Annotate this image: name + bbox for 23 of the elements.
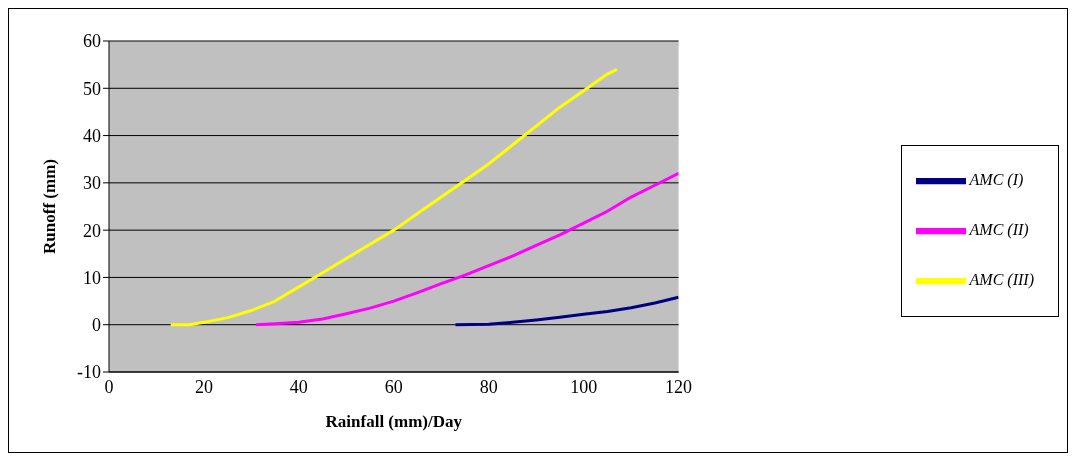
x-tick-label: 60 bbox=[384, 376, 403, 397]
y-tick-label: 60 bbox=[83, 31, 101, 52]
y-tick-label: -10 bbox=[77, 362, 101, 383]
line-series bbox=[254, 171, 679, 327]
line-series bbox=[453, 295, 679, 327]
y-tick-label: 30 bbox=[83, 173, 101, 194]
y-tick-label: 50 bbox=[83, 78, 101, 99]
y-tick-label: 20 bbox=[83, 220, 101, 241]
y-tick-label: 10 bbox=[83, 267, 101, 288]
x-tick-label: 40 bbox=[289, 376, 308, 397]
y-axis-title: Runoff (mm) bbox=[40, 159, 60, 254]
y-tick-label: 40 bbox=[83, 125, 101, 146]
legend-label: AMC (III) bbox=[969, 270, 1034, 288]
x-tick-label: 120 bbox=[665, 376, 693, 397]
legend-label: AMC (I) bbox=[969, 170, 1024, 188]
x-tick-label: 0 bbox=[104, 376, 114, 397]
x-tick-label: 80 bbox=[479, 376, 498, 397]
line-series bbox=[169, 67, 619, 327]
legend-label: AMC (II) bbox=[969, 220, 1029, 238]
x-axis-title: Rainfall (mm)/Day bbox=[325, 412, 463, 431]
x-tick-label: 20 bbox=[194, 376, 213, 397]
y-tick-label: 0 bbox=[92, 315, 101, 336]
x-tick-label: 100 bbox=[570, 376, 598, 397]
